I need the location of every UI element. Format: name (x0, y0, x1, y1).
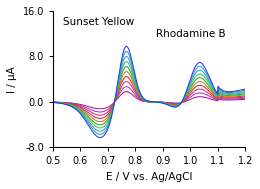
Y-axis label: I / μA: I / μA (7, 66, 17, 93)
Text: Sunset Yellow: Sunset Yellow (62, 17, 134, 27)
X-axis label: E / V vs. Ag/AgCl: E / V vs. Ag/AgCl (106, 172, 192, 182)
Text: Rhodamine B: Rhodamine B (156, 29, 226, 39)
